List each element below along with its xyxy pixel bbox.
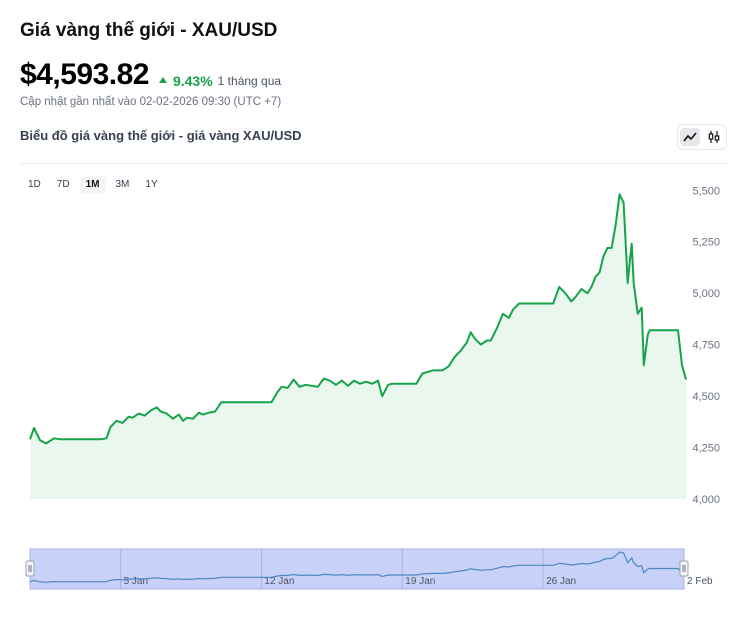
navigator-tick-label: 5 Jan bbox=[124, 576, 148, 587]
chart-subtitle: Biểu đồ giá vàng thế giới - giá vàng XAU… bbox=[20, 128, 302, 143]
range-1m-button[interactable]: 1M bbox=[79, 176, 106, 193]
series-line bbox=[29, 193, 687, 445]
navigator-line bbox=[29, 551, 687, 583]
candlestick-icon bbox=[708, 131, 720, 143]
y-tick-label: 5,000 bbox=[692, 288, 720, 300]
line-chart-icon bbox=[683, 132, 697, 142]
y-tick-label: 4,000 bbox=[692, 494, 720, 506]
range-7d-button[interactable]: 7D bbox=[56, 179, 70, 190]
range-3m-button[interactable]: 3M bbox=[115, 179, 130, 190]
price-change: 9.43% 1 tháng qua bbox=[158, 73, 282, 89]
range-selector: 1D 7D 1M 3M 1Y bbox=[22, 176, 164, 193]
navigator-right-handle[interactable] bbox=[679, 560, 689, 577]
main-plot-area bbox=[29, 193, 687, 499]
last-updated: Cập nhật gần nhất vào 02-02-2026 09:30 (… bbox=[20, 96, 282, 108]
area-fill bbox=[30, 194, 686, 499]
navigator-tick-label: 12 Jan bbox=[264, 576, 294, 587]
y-tick-label: 4,250 bbox=[692, 443, 720, 455]
range-1y-button[interactable]: 1Y bbox=[145, 179, 158, 190]
current-price: $4,593.82 bbox=[20, 58, 149, 91]
y-tick-label: 5,250 bbox=[692, 237, 720, 249]
navigator-tick-label: 26 Jan bbox=[546, 576, 576, 587]
navigator[interactable]: 5 Jan 12 Jan 19 Jan 26 Jan 2 Feb bbox=[25, 548, 713, 590]
price-row: $4,593.82 9.43% 1 tháng qua bbox=[20, 58, 281, 92]
candlestick-button[interactable] bbox=[704, 128, 724, 146]
navigator-tick-label: 19 Jan bbox=[405, 576, 435, 587]
divider bbox=[20, 163, 730, 164]
y-tick-label: 4,750 bbox=[692, 340, 720, 352]
navigator-left-handle[interactable] bbox=[25, 560, 35, 577]
change-period: 1 tháng qua bbox=[217, 74, 282, 88]
navigator-tick-label: 2 Feb bbox=[687, 576, 713, 587]
y-tick-label: 4,500 bbox=[692, 391, 720, 403]
page-title: Giá vàng thế giới - XAU/USD bbox=[20, 20, 278, 41]
change-percent: 9.43% bbox=[172, 73, 213, 89]
y-axis: 4,000 4,250 4,500 4,750 5,000 5,250 5,500 bbox=[692, 185, 720, 506]
range-1d-button[interactable]: 1D bbox=[28, 179, 41, 190]
up-arrow-icon bbox=[158, 77, 167, 83]
y-tick-label: 5,500 bbox=[692, 185, 720, 197]
chart-type-toggle bbox=[677, 124, 727, 150]
line-chart-button[interactable] bbox=[680, 128, 700, 146]
